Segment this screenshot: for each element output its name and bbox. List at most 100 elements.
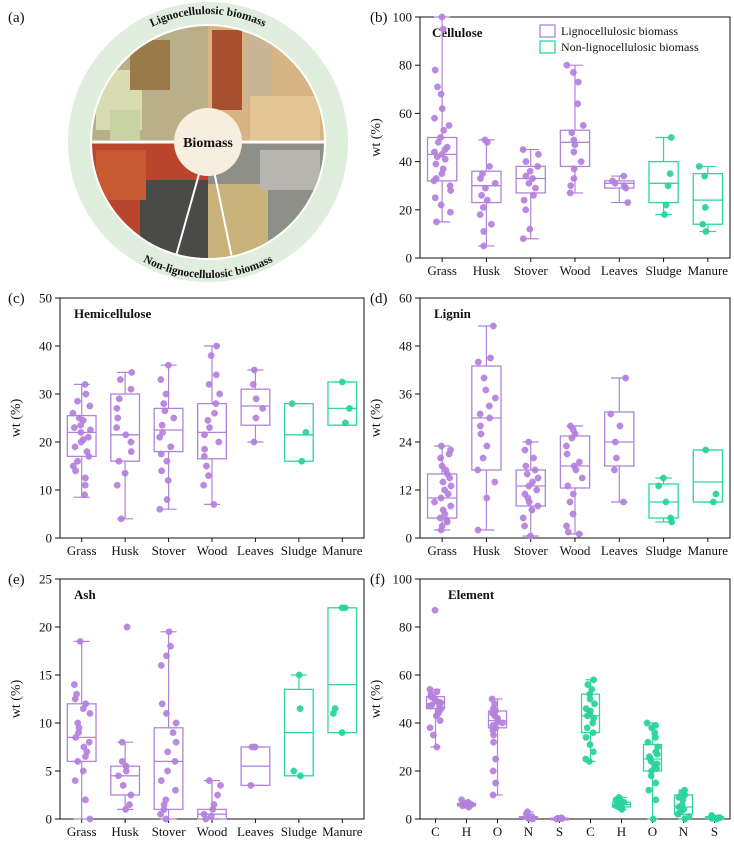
data-point (122, 767, 130, 775)
data-point (204, 416, 212, 424)
x-tick-label: Leaves (601, 263, 638, 278)
data-point (200, 481, 208, 489)
data-point (647, 758, 655, 765)
data-point (164, 476, 172, 484)
data-point (483, 442, 491, 450)
x-tick-label: Husk (473, 543, 501, 558)
box-husk: Husk (110, 368, 141, 558)
data-point (566, 498, 574, 506)
data-point (127, 448, 135, 455)
data-point (487, 354, 494, 362)
y-tick-label: 10 (39, 716, 52, 731)
data-point (436, 514, 444, 522)
data-point (160, 400, 168, 407)
box-wood: Wood (560, 61, 591, 278)
data-point (81, 380, 89, 388)
data-point (86, 402, 94, 410)
data-point (480, 374, 488, 382)
data-point (568, 434, 576, 442)
data-point (520, 196, 528, 204)
plot-frame (419, 578, 731, 820)
data-point (77, 421, 85, 429)
data-point (127, 791, 135, 799)
y-axis-label: wt (%) (369, 679, 384, 718)
data-point (564, 528, 572, 536)
data-point (652, 796, 660, 804)
data-point (170, 414, 178, 422)
data-point (165, 628, 173, 636)
data-point (486, 163, 493, 170)
data-point (447, 187, 455, 194)
panel-label: (f) (370, 572, 385, 588)
box-sludge: Sludge (646, 474, 682, 558)
x-tick-label: Husk (111, 543, 139, 558)
box-iqr (66, 703, 97, 763)
y-tick-label: 24 (399, 435, 413, 450)
x-tick-label: C (586, 824, 595, 839)
data-point (113, 424, 121, 431)
data-point (338, 604, 346, 612)
box-leaves: Leaves (237, 743, 274, 839)
box-wood: Wood (197, 342, 228, 558)
biomass-diagram: (a) Biomass L (8, 2, 348, 282)
data-point (666, 170, 674, 178)
data-point (157, 662, 165, 669)
panel-label-a: (a) (8, 10, 25, 26)
data-point (79, 767, 87, 775)
data-point (583, 724, 591, 732)
data-point (480, 228, 488, 235)
data-point (433, 153, 441, 161)
data-point (121, 469, 129, 477)
data-point (571, 141, 579, 149)
data-point (589, 748, 597, 756)
data-point (430, 177, 438, 185)
data-point (126, 801, 133, 808)
data-point (695, 163, 703, 170)
center-label: Biomass (183, 136, 233, 151)
data-point (431, 194, 439, 202)
data-point (622, 374, 630, 382)
data-point (209, 806, 217, 813)
data-point (113, 481, 121, 489)
data-point (433, 743, 441, 751)
data-point (701, 203, 709, 211)
data-point (447, 482, 455, 490)
box-iqr (515, 469, 546, 507)
data-point (296, 705, 304, 712)
data-point (611, 466, 618, 474)
box-iqr (692, 172, 724, 225)
data-point (115, 457, 123, 465)
box-o: O (642, 719, 663, 839)
y-tick-label: 12 (399, 483, 412, 498)
data-point (618, 806, 626, 813)
box-iqr (648, 160, 679, 204)
data-point (527, 532, 534, 540)
data-point (338, 729, 346, 736)
data-point (532, 184, 539, 192)
data-point (563, 522, 570, 530)
data-point (483, 494, 491, 502)
y-tick-label: 30 (39, 387, 52, 402)
data-point (479, 203, 487, 211)
data-point (525, 179, 533, 187)
data-point (533, 486, 541, 494)
data-point (479, 454, 487, 462)
data-point (582, 734, 590, 741)
y-tick-label: 40 (39, 339, 52, 354)
panel-label: (c) (8, 291, 25, 307)
y-tick-label: 20 (39, 620, 52, 635)
box-grass: Grass (426, 13, 458, 278)
data-point (569, 490, 577, 498)
data-point (653, 750, 661, 758)
y-tick-label: 20 (399, 764, 412, 779)
data-point (439, 478, 447, 486)
data-point (478, 191, 485, 199)
y-axis-label: wt (%) (369, 118, 384, 157)
data-point (446, 474, 454, 482)
data-point (487, 220, 495, 228)
x-tick-label: Wood (197, 543, 228, 558)
box-manure: Manure (322, 604, 363, 839)
data-point (519, 514, 527, 522)
data-point (662, 201, 670, 209)
box-iqr (604, 180, 635, 189)
